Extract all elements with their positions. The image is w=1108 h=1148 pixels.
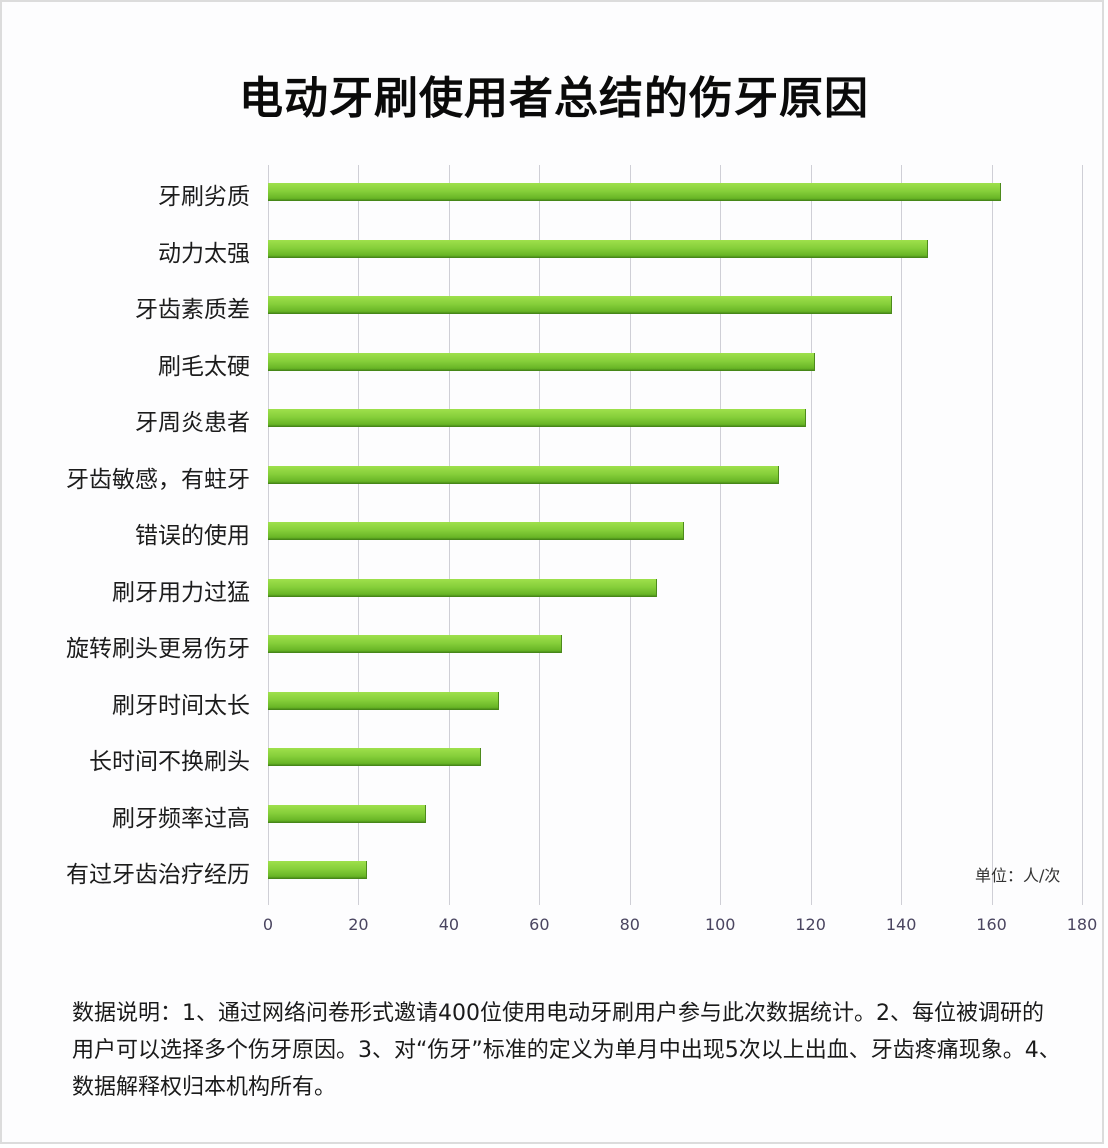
gridline bbox=[720, 165, 722, 905]
gridline bbox=[810, 165, 812, 905]
x-tick-label: 140 bbox=[885, 915, 917, 934]
category-label: 牙齿敏感，有蛀牙 bbox=[66, 466, 250, 493]
category-label: 错误的使用 bbox=[135, 523, 250, 549]
category-label: 刷牙频率过高 bbox=[112, 805, 250, 832]
category-label: 牙刷劣质 bbox=[158, 184, 250, 210]
bar bbox=[268, 635, 562, 653]
gridline bbox=[1082, 165, 1083, 905]
x-tick-label: 120 bbox=[795, 915, 826, 934]
category-label: 刷毛太硬 bbox=[158, 353, 250, 380]
x-tick-label: 60 bbox=[529, 915, 550, 934]
x-tick-label: 80 bbox=[619, 915, 640, 934]
x-tick-label: 160 bbox=[976, 915, 1007, 934]
bar bbox=[268, 578, 657, 597]
category-label: 牙齿素质差 bbox=[135, 297, 250, 323]
bar bbox=[268, 296, 893, 314]
x-tick-label: 180 bbox=[1066, 915, 1098, 934]
plot-area bbox=[268, 165, 1083, 905]
gridline bbox=[901, 165, 903, 905]
category-label: 动力太强 bbox=[158, 240, 250, 267]
bar bbox=[268, 183, 1001, 201]
bar bbox=[268, 804, 427, 823]
bar bbox=[268, 691, 499, 710]
bar bbox=[268, 861, 368, 879]
bar bbox=[268, 465, 779, 484]
x-tick-label: 20 bbox=[348, 915, 369, 934]
category-label: 刷牙时间太长 bbox=[112, 692, 250, 719]
gridline bbox=[991, 165, 993, 905]
bar bbox=[268, 409, 807, 427]
unit-label: 单位：人/次 bbox=[975, 866, 1061, 885]
bar bbox=[268, 522, 685, 540]
category-label: 牙周炎患者 bbox=[135, 410, 250, 436]
chart-title: 电动牙刷使用者总结的伤牙原因 bbox=[239, 73, 869, 124]
x-tick-label: 40 bbox=[438, 915, 460, 934]
bar bbox=[268, 748, 481, 766]
category-label: 旋转刷头更易伤牙 bbox=[66, 636, 250, 662]
x-tick-label: 0 bbox=[262, 915, 274, 934]
bar bbox=[268, 239, 929, 258]
category-label: 刷牙用力过猛 bbox=[112, 579, 250, 606]
bar bbox=[268, 352, 816, 371]
category-label: 有过牙齿治疗经历 bbox=[66, 862, 250, 888]
category-label: 长时间不换刷头 bbox=[89, 749, 250, 775]
x-tick-label: 100 bbox=[704, 915, 736, 934]
data-note: 数据说明：1、通过网络问卷形式邀请400位使用电动牙刷用户参与此次数据统计。2、… bbox=[72, 1001, 1061, 1100]
